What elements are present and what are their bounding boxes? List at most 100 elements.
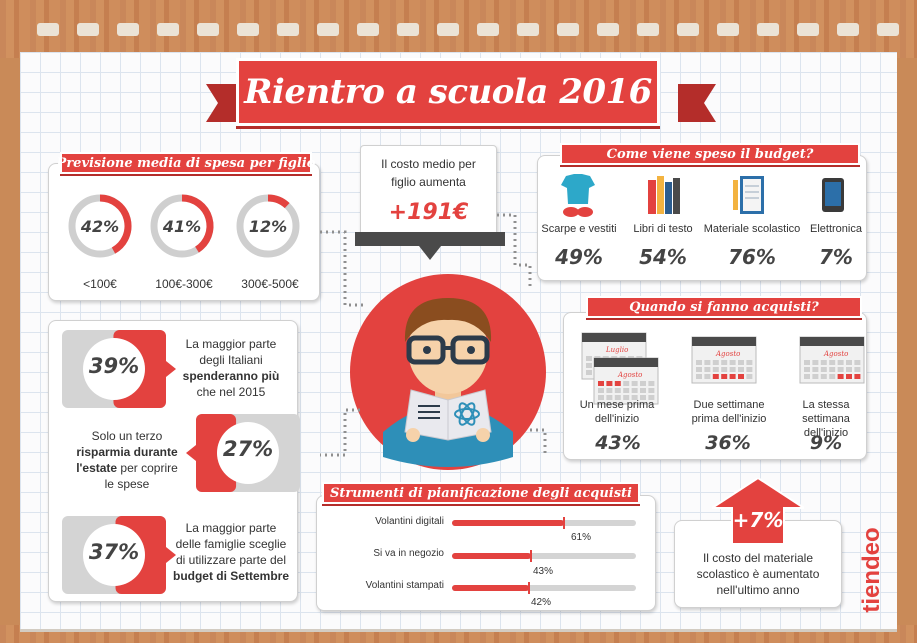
budget-pct-4: 7% xyxy=(819,245,853,269)
acquisti-1-line1: Un mese prima xyxy=(579,399,655,411)
fact-3-bold: budget di Settembre xyxy=(172,569,289,583)
acquisti-text-3: La stessa settimana dell'inizio xyxy=(780,398,872,440)
donut-value-1: 42% xyxy=(80,216,120,236)
costo-box xyxy=(360,145,497,237)
student-illustration xyxy=(350,274,546,470)
fact-3-line3: di utilizzare parte del xyxy=(175,553,287,567)
donut-label-3: 300€-500€ xyxy=(241,277,299,291)
notebook-icon xyxy=(733,176,764,214)
donut-value-2: 41% xyxy=(162,216,202,236)
svg-text:Agosto: Agosto xyxy=(823,350,848,358)
costo-line1: Il costo medio per xyxy=(381,157,476,171)
acquisti-pct-1: 43% xyxy=(595,432,641,454)
books-icon xyxy=(648,176,680,214)
fact-1-after: che nel 2015 xyxy=(196,385,266,399)
acquisti-pct-3: 9% xyxy=(809,432,843,454)
spesa-header-text: Previsione media di spesa per figlio xyxy=(56,155,316,171)
svg-text:Agosto: Agosto xyxy=(617,371,642,379)
budget-pct-2: 54% xyxy=(639,245,687,269)
budget-label-3: Materiale scolastico xyxy=(703,223,801,235)
acquisti-3-line1: La stessa settimana xyxy=(802,399,850,425)
strumenti-pct-1: 61% xyxy=(570,532,591,543)
strumenti-header-text: Strumenti di pianificazione degli acquis… xyxy=(329,485,632,501)
strumenti-header: Strumenti di pianificazione degli acquis… xyxy=(322,482,640,504)
strumenti-label-1: Volantini digitali xyxy=(375,516,444,527)
tablet-icon xyxy=(822,178,844,212)
donut-fill xyxy=(181,194,214,253)
acquisti-2-line1: Due settimane xyxy=(693,399,765,411)
costo-banner-base xyxy=(355,232,505,260)
fact-1-line1: La maggior parte xyxy=(185,337,277,351)
fact-gauge xyxy=(186,414,300,492)
budget-pct-1: 49% xyxy=(555,245,603,269)
donut-fill xyxy=(99,194,132,254)
costo-value: +191€ xyxy=(388,200,469,225)
arrow-up-icon xyxy=(712,478,804,544)
donut-label-2: 100€-300€ xyxy=(155,277,213,291)
materiale-line3: nell'ultimo anno xyxy=(716,583,800,597)
budget-box xyxy=(537,155,867,281)
fact-pct-1: 39% xyxy=(88,354,140,378)
fact-2-bold1: risparmia durante xyxy=(76,445,178,459)
strumenti-bar-track xyxy=(452,582,636,594)
strumenti-pct-3: 42% xyxy=(530,597,551,608)
fact-2-bold2: l'estate xyxy=(76,461,118,475)
title-ribbon-ends xyxy=(206,84,716,122)
page-title: Rientro a scuola 2016 xyxy=(244,72,652,112)
calendar-icon: Agosto xyxy=(691,336,757,384)
strumenti-bar-marker xyxy=(528,582,531,594)
strumenti-bar-track xyxy=(452,550,636,562)
strumenti-pct-2: 43% xyxy=(532,566,553,577)
budget-header-text: Come viene speso il budget? xyxy=(606,146,814,162)
budget-label-4: Elettronica xyxy=(810,223,862,235)
acquisti-1-line2: dell'inizio xyxy=(594,413,640,425)
strumenti-bar-marker xyxy=(563,517,566,529)
brand-logo: tiendeo xyxy=(852,526,885,612)
fact-1-line2: degli Italiani xyxy=(199,353,263,367)
fact-2-line1: Solo un terzo xyxy=(91,429,163,443)
materiale-line1: Il costo del materiale xyxy=(702,551,814,565)
materiale-line2: scolastico è aumentato xyxy=(696,567,820,581)
donut-fill xyxy=(267,194,290,209)
fact-3-line1: La maggior parte xyxy=(185,521,277,535)
spesa-box xyxy=(48,163,320,301)
brand-text: tiendeo xyxy=(858,527,885,613)
fact-1-bold: spenderanno più xyxy=(182,369,280,383)
acquisti-text-2: Due settimane prima dell'inizio xyxy=(680,398,778,426)
strumenti-label-2: Si va in negozio xyxy=(373,548,444,559)
fact-pct-3: 37% xyxy=(88,540,140,564)
materiale-pct: +7% xyxy=(732,508,784,532)
acquisti-text-1: Un mese prima dell'inizio xyxy=(576,398,658,426)
acquisti-header: Quando si fanno acquisti? xyxy=(586,296,862,318)
calendar-icon: Agosto xyxy=(799,336,865,384)
fact-gauge xyxy=(62,516,176,594)
budget-label-1: Scarpe e vestiti xyxy=(541,223,617,235)
fact-3-line2: delle famiglie sceglie xyxy=(175,537,287,551)
acquisti-header-text: Quando si fanno acquisti? xyxy=(629,299,819,315)
fact-2-after2: le spese xyxy=(104,477,150,491)
materiale-text: Il costo del materiale scolastico è aume… xyxy=(678,550,838,598)
acquisti-pct-2: 36% xyxy=(705,432,751,454)
donut-label-1: <100€ xyxy=(83,277,117,291)
donut-value-3: 12% xyxy=(248,216,288,236)
strumenti-bar-fill xyxy=(452,553,532,559)
costo-line2: figlio aumenta xyxy=(391,175,466,189)
fact-pct-2: 27% xyxy=(222,437,274,461)
budget-header: Come viene speso il budget? xyxy=(560,143,860,165)
strumenti-bar-track xyxy=(452,517,636,529)
title-banner: Rientro a scuola 2016 xyxy=(236,58,660,126)
strumenti-bar-fill xyxy=(452,585,530,591)
budget-pct-3: 76% xyxy=(728,245,776,269)
pegs xyxy=(0,6,917,52)
strumenti-bar-marker xyxy=(530,550,533,562)
fact-gauge xyxy=(62,330,176,408)
calendar-icon: Agosto xyxy=(593,357,659,405)
strumenti-bar-fill xyxy=(452,520,565,526)
strumenti-label-3: Volantini stampati xyxy=(365,580,444,591)
fact-text-1: La maggior parte degli Italiani spendera… xyxy=(164,336,298,400)
svg-text:Agosto: Agosto xyxy=(715,350,740,358)
